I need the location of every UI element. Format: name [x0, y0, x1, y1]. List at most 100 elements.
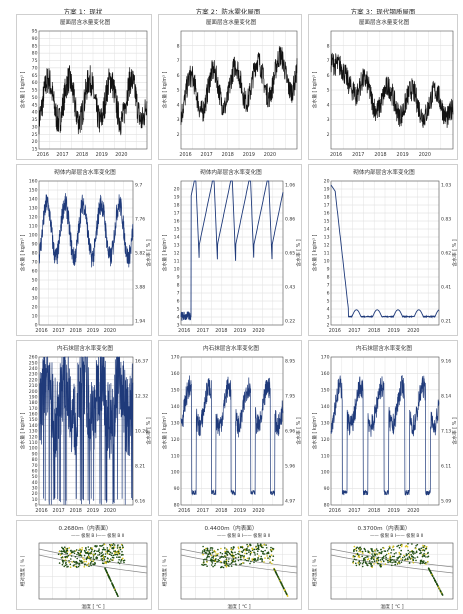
scatter-point: [212, 559, 215, 562]
scatter-point: [121, 544, 124, 547]
y-tick-label: 8: [177, 283, 180, 289]
scatter-point: [243, 556, 245, 559]
scatter-point: [423, 554, 426, 557]
scatter-point: [428, 568, 430, 570]
x-tick-label: 2020: [252, 328, 264, 334]
scatter-point: [109, 546, 112, 548]
chart-panel-r2c2: 砌体内部层含水率变化图 3 4 5 6 7 8 9 10 11 12 13 14 15 16 17 18 19 20…: [158, 164, 302, 336]
scatter-point: [208, 552, 211, 554]
y-tick-label: 80: [32, 51, 38, 57]
y-tick-label: 160: [171, 371, 180, 377]
scatter-point: [202, 564, 204, 566]
scatter-point: [232, 560, 234, 563]
y-axis-label: 含水量 [ kg/m³ ]: [161, 413, 168, 450]
scatter-point: [379, 559, 382, 561]
scatter-point: [382, 556, 384, 559]
scatter-point: [247, 545, 250, 547]
scatter-point: [76, 553, 78, 556]
y-tick-label: 15: [32, 147, 38, 153]
scatter-point: [113, 546, 116, 548]
scatter-point: [70, 558, 72, 560]
scatter-point: [230, 548, 232, 551]
scatter-point: [87, 562, 90, 565]
scatter-point: [378, 553, 380, 555]
scatter-point: [358, 556, 361, 559]
scatter-point: [93, 554, 95, 556]
plot-frame: [38, 180, 134, 326]
scatter-point: [210, 554, 213, 557]
x-tick-label: 2018: [70, 508, 82, 514]
scatter-point: [397, 557, 399, 560]
scatter-point: [58, 562, 61, 564]
scatter-point: [87, 552, 90, 555]
scatter-point: [359, 549, 361, 551]
y2-tick-label: 9.16: [441, 359, 451, 365]
x-tick-label: 2018: [368, 508, 380, 514]
y-axis-label: 含水量 [ kg/m³ ]: [311, 72, 318, 109]
scatter-point: [225, 548, 228, 550]
scatter-point: [87, 554, 90, 556]
y-tick-label: 120: [29, 434, 38, 440]
scatter-point: [279, 579, 281, 582]
scatter-point: [391, 564, 393, 567]
y-tick-label: 80: [32, 457, 38, 463]
y-tick-label: 90: [174, 486, 180, 492]
scatter-point: [107, 575, 110, 577]
chart-svg-r1c2: 屋面层含水量变化图 2 3 4 5 6 7 8 2016 2017 2018 2019 2020 含水量 …: [161, 18, 298, 158]
scatter-point: [258, 555, 260, 557]
scatter-point: [395, 552, 397, 554]
scatter-point: [257, 559, 259, 561]
y-tick-label: 110: [29, 224, 38, 230]
y2-tick-label: 7.76: [135, 217, 145, 223]
x-tick-label: 2019: [87, 508, 99, 514]
scatter-point: [92, 555, 95, 557]
scatter-point: [381, 558, 384, 561]
x-tick-label: 2017: [348, 508, 360, 514]
scatter-point: [414, 552, 416, 554]
y-tick-label: 15: [174, 227, 180, 233]
scatter-point: [412, 559, 415, 561]
y2-tick-label: 7.13: [441, 429, 451, 435]
scatter-point: [375, 560, 378, 562]
scatter-point: [230, 565, 233, 567]
scatter-point: [61, 556, 64, 558]
y-tick-label: 110: [29, 440, 38, 446]
y-tick-label: 100: [171, 470, 180, 476]
scatter-point: [68, 560, 70, 562]
y-tick-label: 4: [327, 307, 330, 313]
chart-svg-r4c3: 0.3700m（内表面）—— 极限 B I —— 极限 B II 相对湿度 [ % …: [311, 524, 454, 610]
scatter-point: [226, 553, 228, 555]
scatter-point: [83, 549, 86, 552]
scatter-point: [241, 555, 243, 557]
scatter-point: [389, 547, 391, 549]
scatter-point: [211, 562, 214, 564]
scatter-point: [266, 555, 268, 557]
scatter-point: [111, 556, 114, 559]
scatter-point: [389, 560, 391, 563]
x-tick-label: 2019: [243, 152, 255, 158]
scatter-point: [370, 557, 372, 560]
legend-entry: —— 极限 B II: [243, 532, 270, 539]
scatter-point: [239, 558, 242, 561]
scatter-point: [361, 565, 364, 568]
x-tick-label: 2017: [197, 508, 209, 514]
scatter-point: [106, 572, 108, 574]
scatter-point: [220, 556, 222, 558]
scatter-point: [393, 555, 395, 558]
scatter-point: [361, 555, 363, 558]
chart-panel-r3c3: 内石抹层含水率变化图 80 90 100 110 120 130 140 150 160 170 20…: [308, 340, 458, 516]
x-tick-label: 2020: [264, 152, 276, 158]
scatter-point: [97, 550, 100, 552]
scatter-point: [203, 550, 206, 552]
scatter-point: [78, 563, 80, 565]
scatter-point: [409, 558, 412, 560]
scatter-point: [203, 563, 206, 566]
y2-tick-label: 5.09: [441, 499, 451, 505]
scatter-point: [206, 550, 208, 552]
scatter-point: [431, 573, 433, 576]
scatter-point: [423, 552, 425, 555]
scatter-point: [89, 563, 92, 565]
y-tick-label: 2: [177, 132, 180, 138]
scatter-point: [255, 546, 257, 549]
scatter-point: [415, 547, 417, 550]
